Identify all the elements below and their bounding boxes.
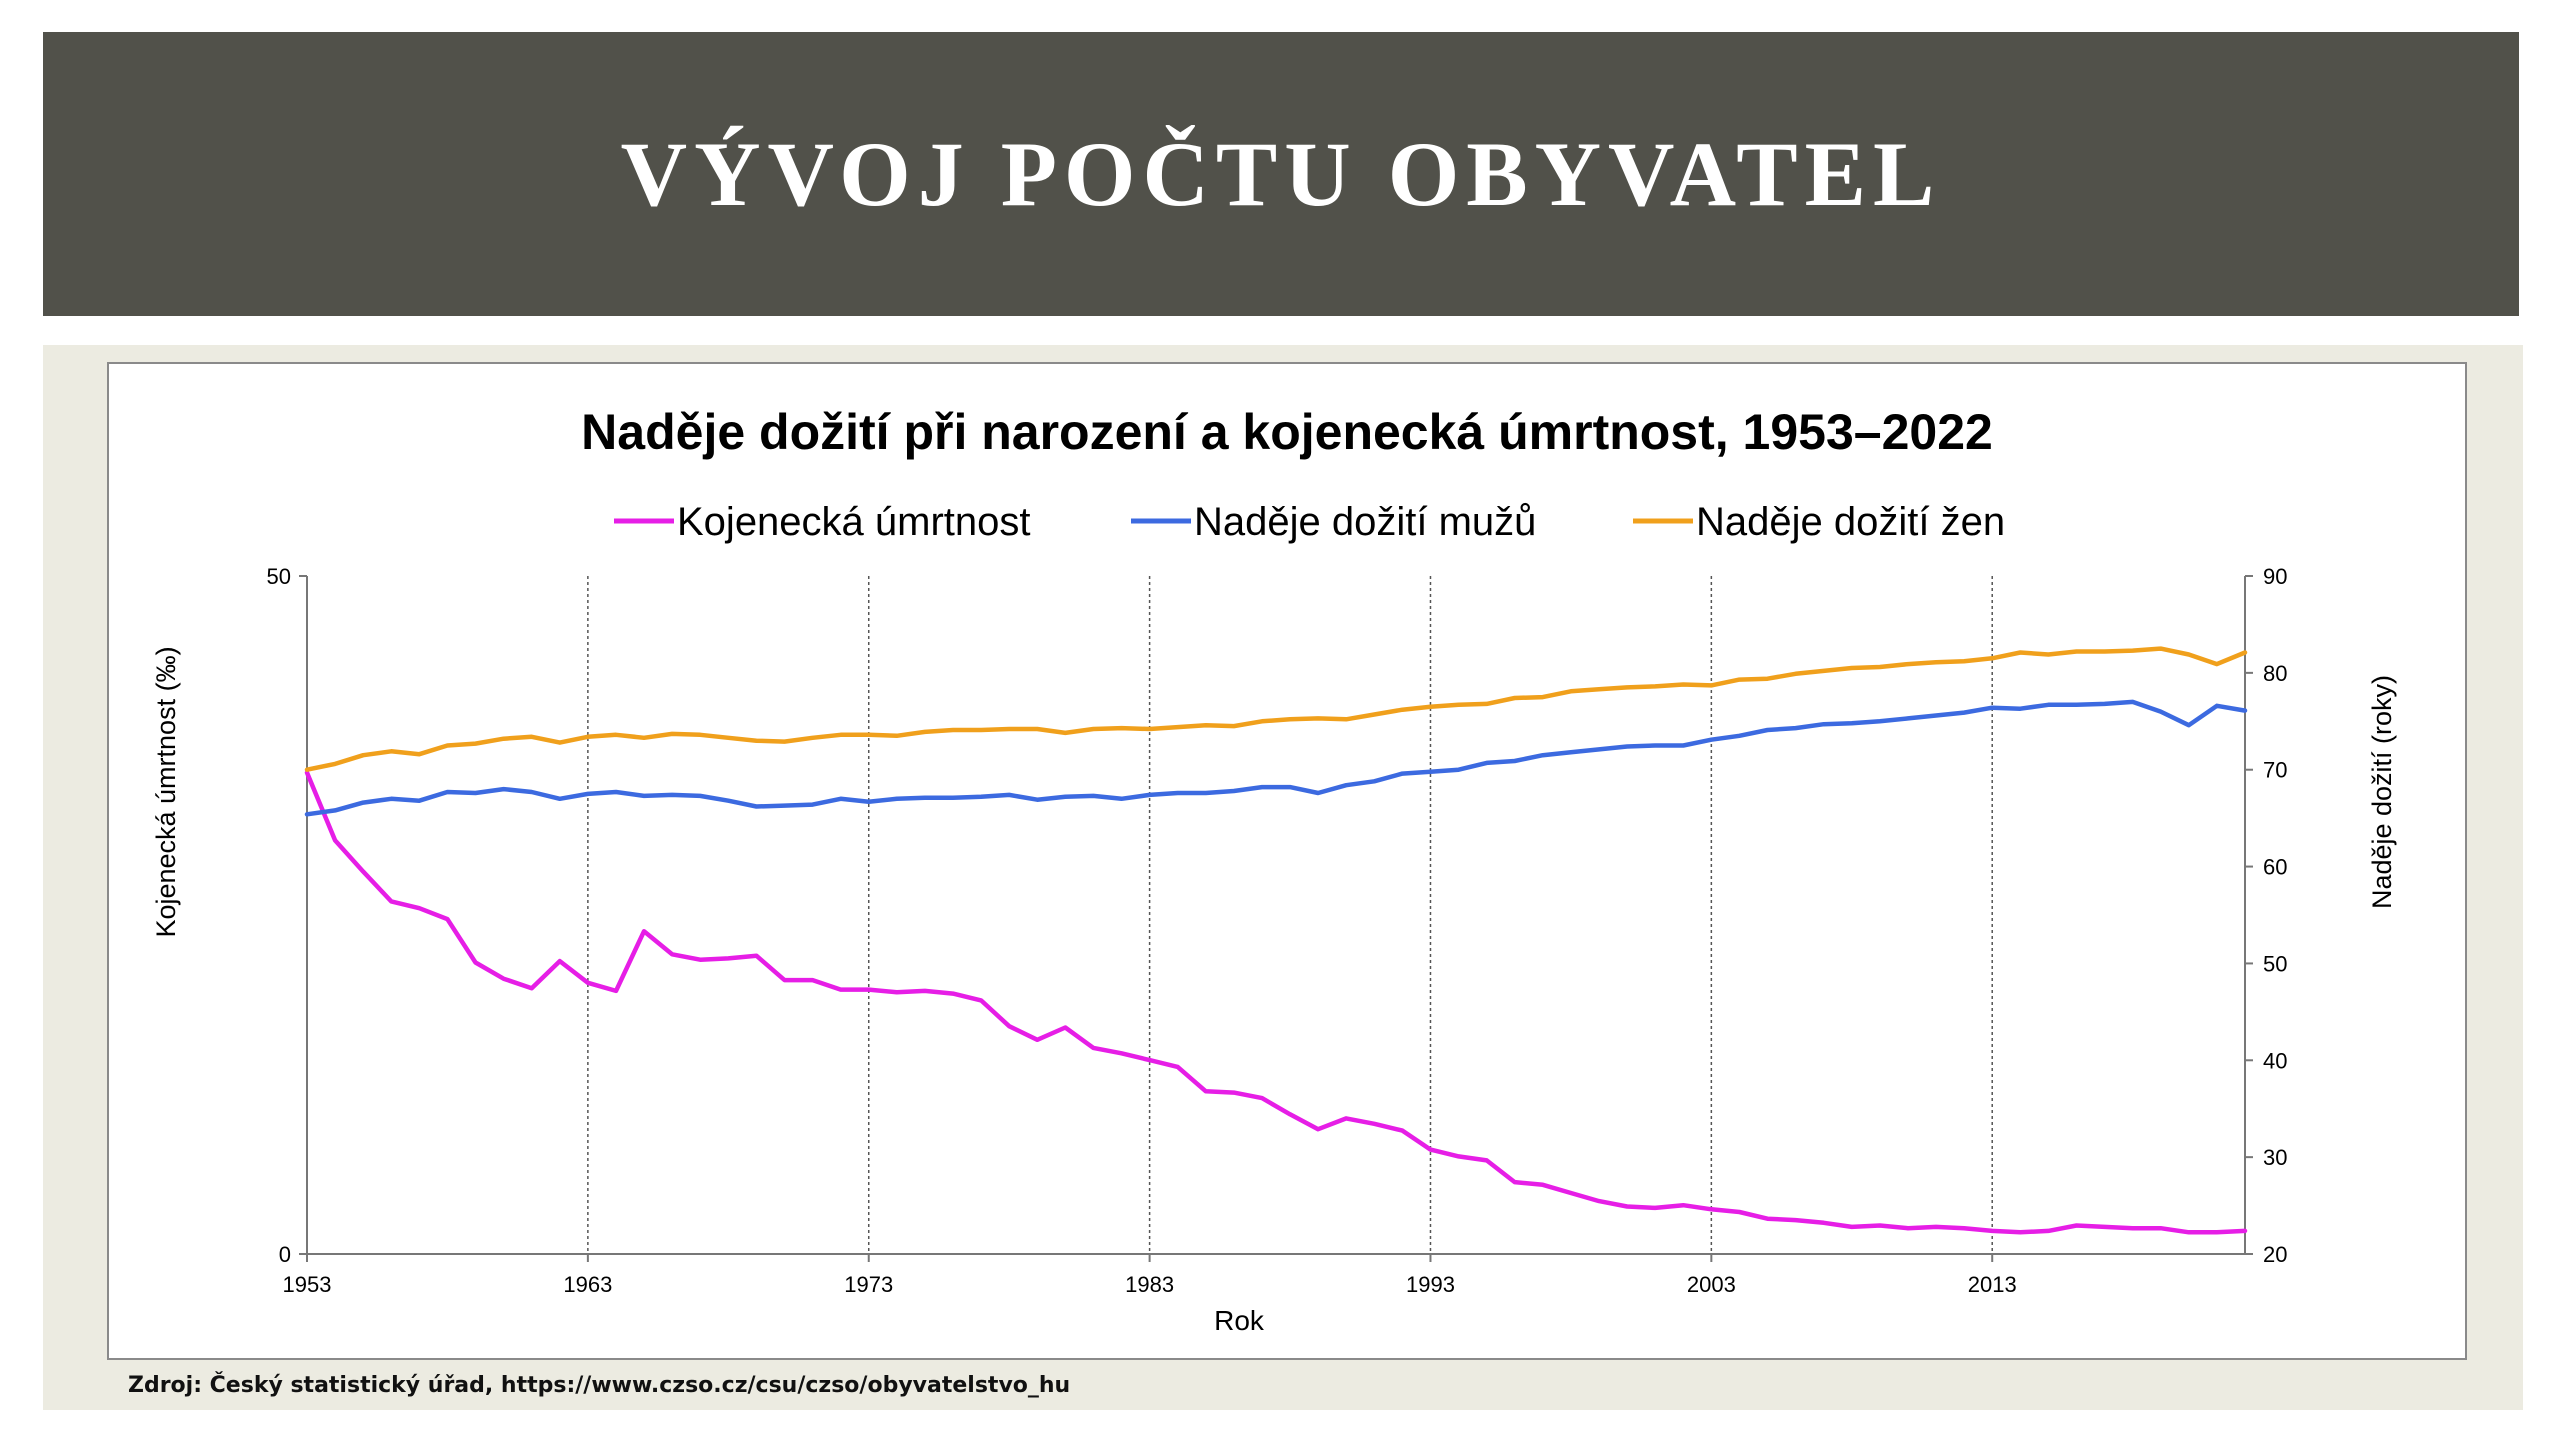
y-left-tick-label-50: 50 [267, 564, 291, 589]
series-line-nadeje-muzi [304, 699, 2248, 817]
series-line-kojenecka-umrtnost [304, 770, 2248, 1235]
source-note: Zdroj: Český statistický úřad, https://w… [128, 1373, 1071, 1398]
y-axis-label-right: Naděje dožití (roky) [2367, 675, 2397, 909]
x-tick-label-2013: 2013 [1968, 1272, 2017, 1297]
chart-title: Naděje dožití při narození a kojenecká ú… [581, 404, 1993, 460]
x-tick-label-1953: 1953 [283, 1272, 332, 1297]
x-tick-label-1963: 1963 [563, 1272, 612, 1297]
chart-svg: Naděje dožití při narození a kojenecká ú… [151, 404, 2397, 1336]
legend-item-kojenecka: Kojenecká úmrtnost [614, 500, 1031, 544]
x-tick-label-1973: 1973 [844, 1272, 893, 1297]
x-tick-label-1993: 1993 [1406, 1272, 1455, 1297]
x-axis-label: Rok [1214, 1305, 1265, 1336]
y-right-tick-label-80: 80 [2263, 661, 2287, 686]
y-right-tick-label-50: 50 [2263, 951, 2287, 976]
legend-label-zeny: Naděje dožití žen [1696, 500, 2005, 544]
y-left-tick-label-0: 0 [279, 1242, 291, 1267]
x-tick-label-1983: 1983 [1125, 1272, 1174, 1297]
plot-area: 1953 1963 1973 1983 1993 2003 2013 0 50 20 30 40 50 6… [267, 564, 2288, 1297]
y-right-tick-label-90: 90 [2263, 564, 2287, 589]
y-right-tick-label-30: 30 [2263, 1145, 2287, 1170]
y-right-tick-label-60: 60 [2263, 855, 2287, 880]
legend-item-muzi: Naděje dožití mužů [1131, 500, 1536, 544]
series-line-nadeje-zeny [304, 646, 2248, 772]
chart-frame: Naděje dožití při narození a kojenecká ú… [107, 362, 2467, 1360]
x-tick-label-2003: 2003 [1687, 1272, 1736, 1297]
y-axis-label-left: Kojenecká úmrtnost (‰) [151, 646, 181, 937]
slide-title: VÝVOJ POČTU OBYVATEL [620, 123, 1942, 225]
y-right-tick-label-70: 70 [2263, 758, 2287, 783]
legend-item-zeny: Naděje dožití žen [1633, 500, 2005, 544]
y-right-tick-label-40: 40 [2263, 1048, 2287, 1073]
legend-label-kojenecka: Kojenecká úmrtnost [677, 500, 1031, 544]
legend: Kojenecká úmrtnost Naděje dožití mužů Na… [614, 500, 2005, 544]
title-band: VÝVOJ POČTU OBYVATEL [43, 32, 2519, 316]
legend-label-muzi: Naděje dožití mužů [1194, 500, 1536, 544]
y-right-tick-label-20: 20 [2263, 1242, 2287, 1267]
